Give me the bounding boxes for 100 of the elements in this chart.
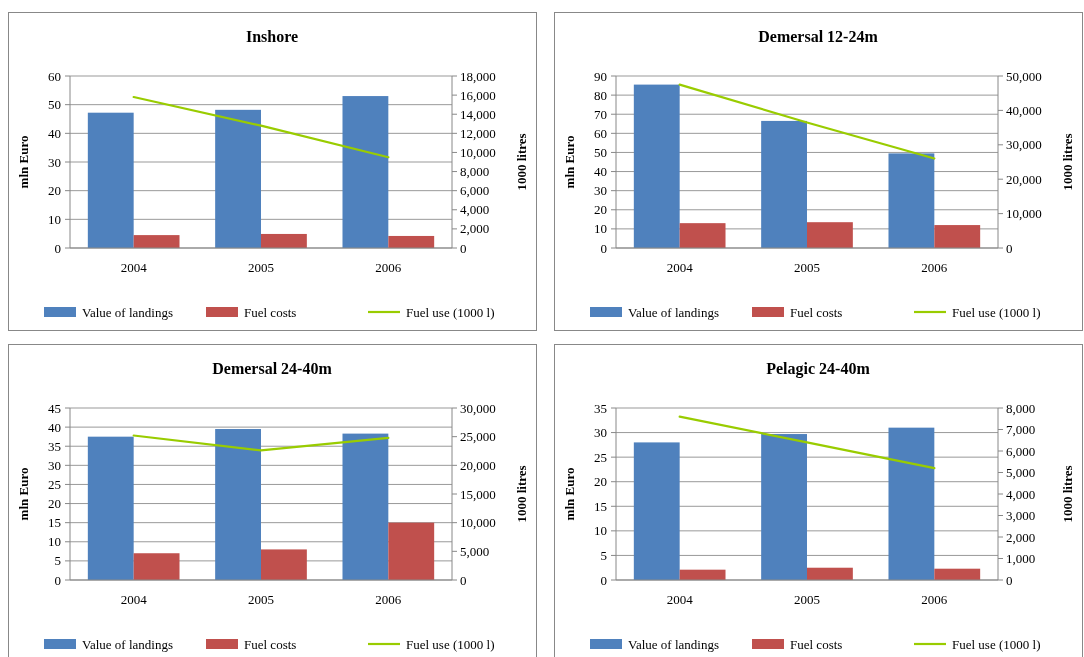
- y2-tick-label: 7,000: [1006, 422, 1036, 438]
- y2-axis-title: 1000 litres: [1060, 133, 1075, 191]
- x-tick-label: 2006: [375, 260, 402, 275]
- bar: [342, 96, 389, 248]
- y-tick-label: 0: [54, 240, 61, 256]
- y-tick-label: 30: [48, 154, 61, 170]
- y2-axis-title: 1000 litres: [514, 133, 529, 191]
- y-tick-label: 80: [594, 87, 607, 103]
- y2-tick-label: 4,000: [1006, 486, 1036, 502]
- legend-label: Fuel costs: [244, 636, 297, 652]
- y-tick-label: 20: [594, 474, 607, 490]
- y2-tick-label: 40,000: [1006, 102, 1042, 118]
- y-tick-label: 50: [48, 97, 61, 113]
- x-tick-label: 2004: [120, 592, 148, 607]
- bar: [215, 429, 261, 580]
- y-tick-label: 10: [48, 534, 61, 550]
- y2-tick-label: 6,000: [460, 183, 490, 199]
- y-tick-label: 15: [48, 515, 61, 531]
- y-tick-label: 0: [600, 572, 607, 588]
- y-tick-label: 40: [594, 164, 607, 180]
- legend-label: Value of landings: [628, 636, 719, 652]
- y-tick-label: 30: [48, 457, 61, 473]
- y-tick-label: 0: [54, 572, 61, 588]
- y2-tick-label: 10,000: [460, 515, 496, 531]
- bar: [807, 222, 853, 248]
- y-tick-label: 50: [594, 144, 607, 160]
- bar: [388, 235, 435, 248]
- y2-tick-label: 5,000: [460, 543, 490, 559]
- y-tick-label: 10: [48, 211, 61, 227]
- legend-label: Fuel costs: [790, 636, 843, 652]
- bar: [133, 553, 180, 580]
- legend-label: Fuel costs: [790, 304, 843, 320]
- y2-tick-label: 5,000: [1006, 465, 1036, 481]
- y-tick-label: 10: [594, 221, 607, 237]
- y2-tick-label: 2,000: [460, 221, 490, 237]
- y2-tick-label: 3,000: [1006, 508, 1036, 524]
- y-tick-label: 10: [594, 523, 607, 539]
- y-tick-label: 30: [594, 183, 607, 199]
- x-tick-label: 2004: [666, 260, 694, 275]
- x-tick-label: 2006: [375, 592, 402, 607]
- y-tick-label: 40: [48, 125, 61, 141]
- x-tick-label: 2004: [666, 592, 694, 607]
- y-tick-label: 20: [594, 202, 607, 218]
- y2-tick-label: 20,000: [460, 457, 496, 473]
- bar: [633, 84, 680, 248]
- y2-tick-label: 14,000: [460, 106, 496, 122]
- legend-label: Value of landings: [82, 636, 173, 652]
- legend-label: Fuel use (1000 l): [952, 636, 1041, 652]
- y-tick-label: 25: [594, 449, 607, 465]
- y-tick-label: 60: [594, 125, 607, 141]
- x-tick-label: 2006: [921, 592, 948, 607]
- y2-axis-title: 1000 litres: [514, 465, 529, 523]
- y2-tick-label: 16,000: [460, 87, 496, 103]
- y2-tick-label: 8,000: [1006, 400, 1036, 416]
- x-tick-label: 2005: [248, 260, 274, 275]
- bar: [807, 567, 853, 580]
- bar: [87, 112, 134, 248]
- chart-title: Inshore: [245, 28, 299, 45]
- y2-tick-label: 8,000: [460, 164, 490, 180]
- y2-tick-label: 0: [1006, 240, 1013, 256]
- y2-tick-label: 4,000: [460, 202, 490, 218]
- bar: [761, 434, 807, 580]
- bar: [633, 442, 680, 580]
- y2-tick-label: 0: [460, 240, 467, 256]
- bar: [215, 109, 261, 248]
- legend-label: Fuel use (1000 l): [406, 636, 495, 652]
- y2-tick-label: 0: [460, 572, 467, 588]
- y2-tick-label: 30,000: [460, 400, 496, 416]
- y2-tick-label: 20,000: [1006, 171, 1042, 187]
- y2-tick-label: 50,000: [1006, 68, 1042, 84]
- chart-title: Pelagic 24-40m: [766, 360, 871, 378]
- legend-label: Value of landings: [82, 304, 173, 320]
- y-tick-label: 15: [594, 498, 607, 514]
- x-tick-label: 2005: [248, 592, 274, 607]
- bar: [888, 153, 935, 248]
- y2-tick-label: 10,000: [1006, 206, 1042, 222]
- legend-label: Fuel use (1000 l): [952, 304, 1041, 320]
- y-tick-label: 0: [600, 240, 607, 256]
- bar: [934, 225, 981, 248]
- y2-tick-label: 25,000: [460, 429, 496, 445]
- legend-label: Value of landings: [628, 304, 719, 320]
- y2-axis-title: 1000 litres: [1060, 465, 1075, 523]
- y-axis-title: mln Euro: [16, 467, 31, 521]
- legend-label: Fuel use (1000 l): [406, 304, 495, 320]
- y2-tick-label: 0: [1006, 572, 1013, 588]
- y-tick-label: 25: [48, 476, 61, 492]
- x-tick-label: 2004: [120, 260, 148, 275]
- y2-tick-label: 15,000: [460, 486, 496, 502]
- y-tick-label: 45: [48, 400, 61, 416]
- y-tick-label: 70: [594, 106, 607, 122]
- y-tick-label: 20: [48, 183, 61, 199]
- chart-title: Demersal 12-24m: [758, 28, 879, 45]
- bar: [888, 427, 935, 580]
- y-tick-label: 60: [48, 68, 61, 84]
- y-tick-label: 5: [54, 553, 61, 569]
- bar: [679, 223, 726, 248]
- legend-label: Fuel costs: [244, 304, 297, 320]
- y-tick-label: 90: [594, 68, 607, 84]
- y2-tick-label: 10,000: [460, 144, 496, 160]
- bar: [87, 436, 134, 580]
